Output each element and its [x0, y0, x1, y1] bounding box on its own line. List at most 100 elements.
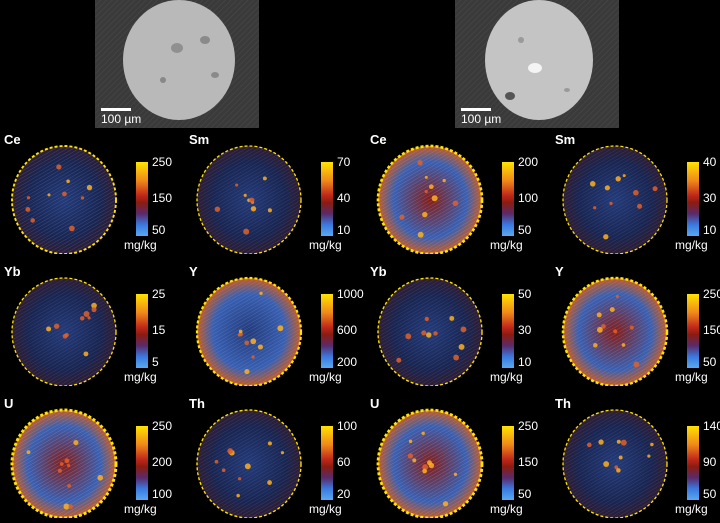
sem-image-left: 100 µm [95, 0, 259, 128]
sem-image-right: 100 µm [455, 0, 619, 128]
colorbar-tick-label: 30 [518, 323, 532, 337]
colorbar [321, 294, 333, 368]
element-map-panel: Y 1000 600 200 mg/kg [187, 264, 367, 388]
element-label: Ce [4, 132, 21, 147]
colorbar [687, 426, 699, 500]
colorbar [136, 294, 148, 368]
unit-label: mg/kg [309, 502, 342, 516]
element-label: Th [189, 396, 205, 411]
colorbar-tick-label: 70 [337, 155, 351, 169]
colorbar-tick-label: 10 [337, 223, 351, 237]
element-map-panel: Yb 50 30 10 mg/kg [368, 264, 548, 388]
colorbar-tick-label: 140 [703, 419, 720, 433]
colorbar-tick-label: 50 [518, 287, 532, 301]
element-label: Yb [370, 264, 387, 279]
element-map-panel: Th 140 90 50 mg/kg [553, 396, 720, 520]
unit-label: mg/kg [675, 370, 708, 384]
colorbar-tick-label: 250 [152, 419, 173, 433]
colorbar-tick-label: 100 [337, 419, 358, 433]
element-map-image [196, 145, 302, 254]
colorbar-tick-label: 600 [337, 323, 358, 337]
element-map-panel: Th 100 60 20 mg/kg [187, 396, 367, 520]
colorbar-tick-label: 100 [518, 191, 539, 205]
unit-label: mg/kg [124, 238, 157, 252]
unit-label: mg/kg [675, 502, 708, 516]
colorbar-tick-label: 100 [152, 487, 173, 501]
colorbar [321, 426, 333, 500]
colorbar-tick-label: 10 [518, 355, 532, 369]
element-map-image [196, 409, 302, 518]
element-label: Y [189, 264, 198, 279]
colorbar-tick-label: 90 [703, 455, 717, 469]
colorbar-tick-label: 50 [703, 487, 717, 501]
element-map-image [377, 277, 483, 386]
element-label: Ce [370, 132, 387, 147]
element-map-image [561, 276, 669, 386]
element-map-panel: Y 250 150 50 mg/kg [553, 264, 720, 388]
colorbar-tick-label: 50 [518, 223, 532, 237]
element-map-panel: U 250 150 50 mg/kg [368, 396, 548, 520]
colorbar-tick-label: 30 [703, 191, 717, 205]
element-label: Yb [4, 264, 21, 279]
element-map-image [376, 408, 484, 518]
colorbar-tick-label: 200 [518, 155, 539, 169]
colorbar-tick-label: 20 [337, 487, 351, 501]
colorbar-tick-label: 150 [152, 191, 173, 205]
element-map-panel: U 250 200 100 mg/kg [2, 396, 182, 520]
element-label: Sm [555, 132, 576, 147]
element-map-image [11, 277, 117, 386]
unit-label: mg/kg [124, 502, 157, 516]
colorbar-tick-label: 1000 [337, 287, 364, 301]
colorbar [687, 294, 699, 368]
unit-label: mg/kg [309, 370, 342, 384]
colorbar [136, 426, 148, 500]
scale-bar-label: 100 µm [101, 112, 142, 126]
colorbar-tick-label: 50 [152, 223, 166, 237]
unit-label: mg/kg [490, 502, 523, 516]
colorbar-tick-label: 15 [152, 323, 166, 337]
colorbar-tick-label: 200 [337, 355, 358, 369]
element-map-panel: Ce 200 100 50 mg/kg [368, 132, 548, 256]
colorbar-tick-label: 40 [703, 155, 717, 169]
colorbar-tick-label: 5 [152, 355, 159, 369]
unit-label: mg/kg [675, 238, 708, 252]
element-label: Y [555, 264, 564, 279]
colorbar-tick-label: 250 [152, 155, 173, 169]
colorbar-tick-label: 150 [703, 323, 720, 337]
unit-label: mg/kg [309, 238, 342, 252]
colorbar-tick-label: 200 [152, 455, 173, 469]
colorbar [502, 294, 514, 368]
unit-label: mg/kg [490, 370, 523, 384]
element-map-image [376, 144, 484, 254]
element-label: Th [555, 396, 571, 411]
sem-particle-left [95, 0, 259, 128]
colorbar [321, 162, 333, 236]
element-map-panel: Sm 70 40 10 mg/kg [187, 132, 367, 256]
colorbar-tick-label: 10 [703, 223, 717, 237]
element-map-image [562, 409, 668, 518]
element-map-panel: Yb 25 15 5 mg/kg [2, 264, 182, 388]
colorbar-tick-label: 250 [703, 287, 720, 301]
element-map-image [10, 408, 118, 518]
colorbar-tick-label: 25 [152, 287, 166, 301]
colorbar [687, 162, 699, 236]
scale-bar-label: 100 µm [461, 112, 502, 126]
colorbar-tick-label: 250 [518, 419, 539, 433]
element-map-image [195, 276, 303, 386]
element-label: Sm [189, 132, 210, 147]
colorbar-tick-label: 40 [337, 191, 351, 205]
element-label: U [370, 396, 380, 411]
element-map-image [562, 145, 668, 254]
element-map-panel: Sm 40 30 10 mg/kg [553, 132, 720, 256]
element-map-image [11, 145, 117, 254]
colorbar-tick-label: 150 [518, 455, 539, 469]
unit-label: mg/kg [124, 370, 157, 384]
colorbar [502, 162, 514, 236]
element-label: U [4, 396, 14, 411]
colorbar-tick-label: 60 [337, 455, 351, 469]
colorbar [136, 162, 148, 236]
sem-particle-right [455, 0, 619, 128]
colorbar-tick-label: 50 [703, 355, 717, 369]
element-map-panel: Ce 250 150 50 mg/kg [2, 132, 182, 256]
colorbar [502, 426, 514, 500]
